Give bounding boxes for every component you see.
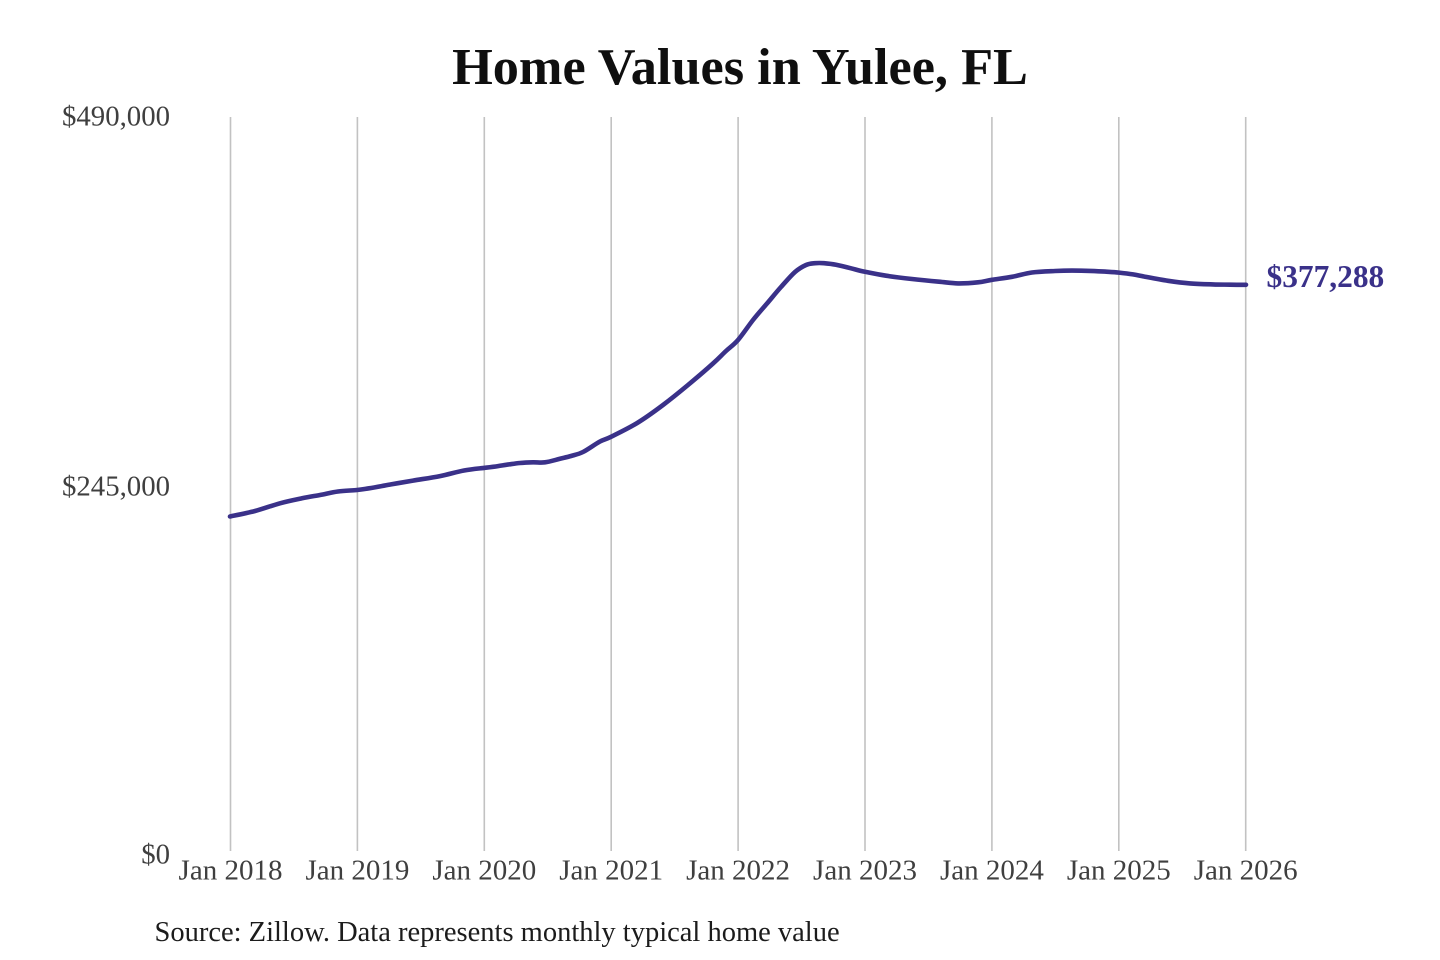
svg-text:$377,288: $377,288 xyxy=(1267,259,1385,294)
svg-text:Jan 2019: Jan 2019 xyxy=(305,855,409,887)
svg-text:Source: Zillow. Data represent: Source: Zillow. Data represents monthly … xyxy=(155,917,840,948)
svg-text:$490,000: $490,000 xyxy=(62,101,170,133)
svg-text:Jan 2021: Jan 2021 xyxy=(559,855,663,887)
svg-text:Jan 2026: Jan 2026 xyxy=(1194,855,1298,887)
svg-text:Jan 2020: Jan 2020 xyxy=(432,855,536,887)
svg-text:Jan 2024: Jan 2024 xyxy=(940,855,1044,887)
svg-text:$245,000: $245,000 xyxy=(62,471,170,503)
svg-text:Jan 2018: Jan 2018 xyxy=(179,855,283,887)
svg-text:Jan 2022: Jan 2022 xyxy=(686,855,790,887)
svg-text:Jan 2025: Jan 2025 xyxy=(1067,855,1171,887)
svg-text:$0: $0 xyxy=(141,839,170,871)
svg-text:Jan 2023: Jan 2023 xyxy=(813,855,917,887)
svg-text:Home Values in Yulee, FL: Home Values in Yulee, FL xyxy=(452,38,1028,96)
